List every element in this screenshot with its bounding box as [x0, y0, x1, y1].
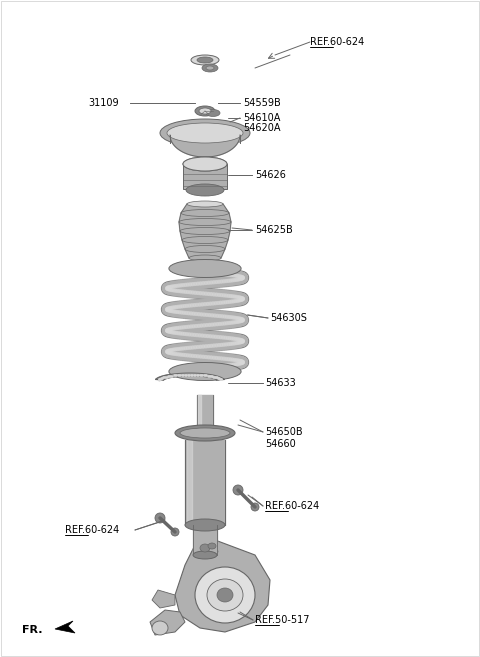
- Polygon shape: [55, 621, 75, 633]
- Ellipse shape: [152, 621, 168, 635]
- Ellipse shape: [175, 425, 235, 441]
- Ellipse shape: [217, 588, 233, 602]
- Ellipse shape: [183, 157, 227, 171]
- Text: 54633: 54633: [265, 378, 296, 388]
- Ellipse shape: [193, 551, 217, 559]
- Ellipse shape: [202, 64, 218, 72]
- Ellipse shape: [160, 119, 250, 147]
- Ellipse shape: [195, 567, 255, 623]
- Ellipse shape: [185, 519, 225, 531]
- Text: 54650B: 54650B: [265, 427, 302, 437]
- Polygon shape: [170, 135, 240, 157]
- Text: 54660: 54660: [265, 439, 296, 449]
- Text: REF.50-517: REF.50-517: [255, 615, 310, 625]
- Bar: [183, 164, 227, 189]
- Ellipse shape: [167, 123, 243, 143]
- Text: 54625B: 54625B: [255, 225, 293, 235]
- Ellipse shape: [200, 544, 210, 552]
- Ellipse shape: [185, 246, 225, 252]
- Text: FR.: FR.: [22, 625, 43, 635]
- Ellipse shape: [179, 219, 231, 225]
- Ellipse shape: [180, 227, 230, 235]
- Ellipse shape: [155, 513, 165, 523]
- Ellipse shape: [251, 503, 259, 511]
- Ellipse shape: [186, 184, 224, 196]
- Text: 54559B: 54559B: [243, 98, 281, 108]
- Polygon shape: [175, 540, 270, 632]
- Ellipse shape: [182, 237, 228, 244]
- Ellipse shape: [181, 210, 229, 217]
- Ellipse shape: [180, 428, 230, 438]
- Ellipse shape: [206, 110, 220, 116]
- Polygon shape: [156, 373, 224, 380]
- Polygon shape: [150, 610, 185, 635]
- Ellipse shape: [208, 543, 216, 549]
- Ellipse shape: [191, 55, 219, 65]
- Ellipse shape: [206, 66, 214, 70]
- Polygon shape: [179, 204, 231, 258]
- Text: 54610A: 54610A: [243, 113, 280, 123]
- Ellipse shape: [183, 157, 227, 171]
- Polygon shape: [152, 590, 175, 608]
- Ellipse shape: [169, 363, 241, 380]
- Text: 31109: 31109: [88, 98, 119, 108]
- Text: 54620A: 54620A: [243, 123, 280, 133]
- Ellipse shape: [171, 528, 179, 536]
- Ellipse shape: [169, 260, 241, 277]
- Text: REF.60-624: REF.60-624: [310, 37, 364, 47]
- Ellipse shape: [187, 201, 223, 207]
- Ellipse shape: [199, 108, 211, 114]
- Text: 54626: 54626: [255, 170, 286, 180]
- Polygon shape: [195, 540, 218, 556]
- Ellipse shape: [195, 106, 215, 116]
- Ellipse shape: [207, 579, 243, 611]
- Ellipse shape: [233, 485, 243, 495]
- Text: REF.60-624: REF.60-624: [265, 501, 319, 511]
- Text: REF.60-624: REF.60-624: [65, 525, 119, 535]
- Ellipse shape: [189, 255, 221, 261]
- Ellipse shape: [197, 57, 213, 63]
- Text: 54630S: 54630S: [270, 313, 307, 323]
